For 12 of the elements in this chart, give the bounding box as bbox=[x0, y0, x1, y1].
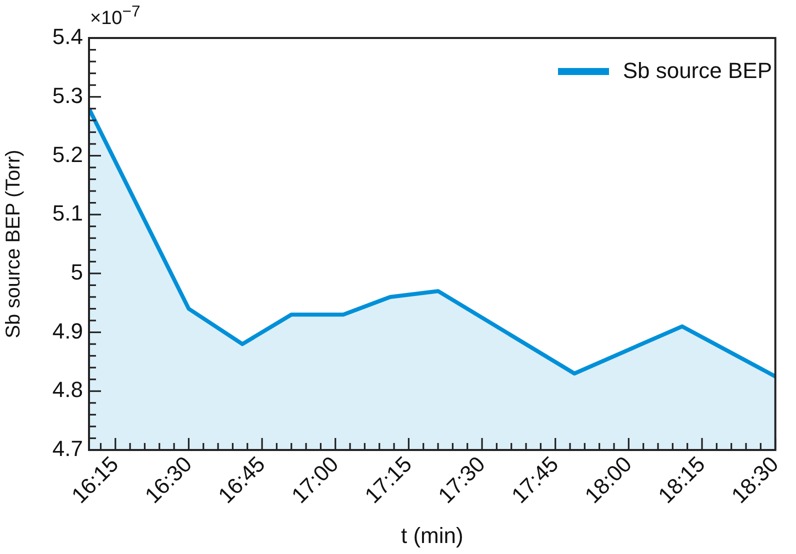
text: ×10$^{−7}$ bbox=[90, 4, 140, 30]
y-tick-label: 4.7 bbox=[52, 436, 83, 462]
y-tick-label: 5.4 bbox=[52, 24, 83, 50]
y-axis-title: Sb source BEP (Torr) bbox=[2, 150, 25, 338]
y-tick-label: 4.9 bbox=[52, 318, 83, 344]
y-tick-label: 5.1 bbox=[52, 200, 83, 226]
y-tick-label: 5 bbox=[70, 259, 83, 284]
y-tick-label: 5.3 bbox=[52, 82, 83, 108]
x-axis-title: t (min) bbox=[401, 522, 464, 548]
y-tick-label: 5.2 bbox=[52, 142, 83, 167]
legend-label: Sb source BEP bbox=[622, 58, 772, 84]
y-tick-label: 4.8 bbox=[52, 377, 83, 402]
